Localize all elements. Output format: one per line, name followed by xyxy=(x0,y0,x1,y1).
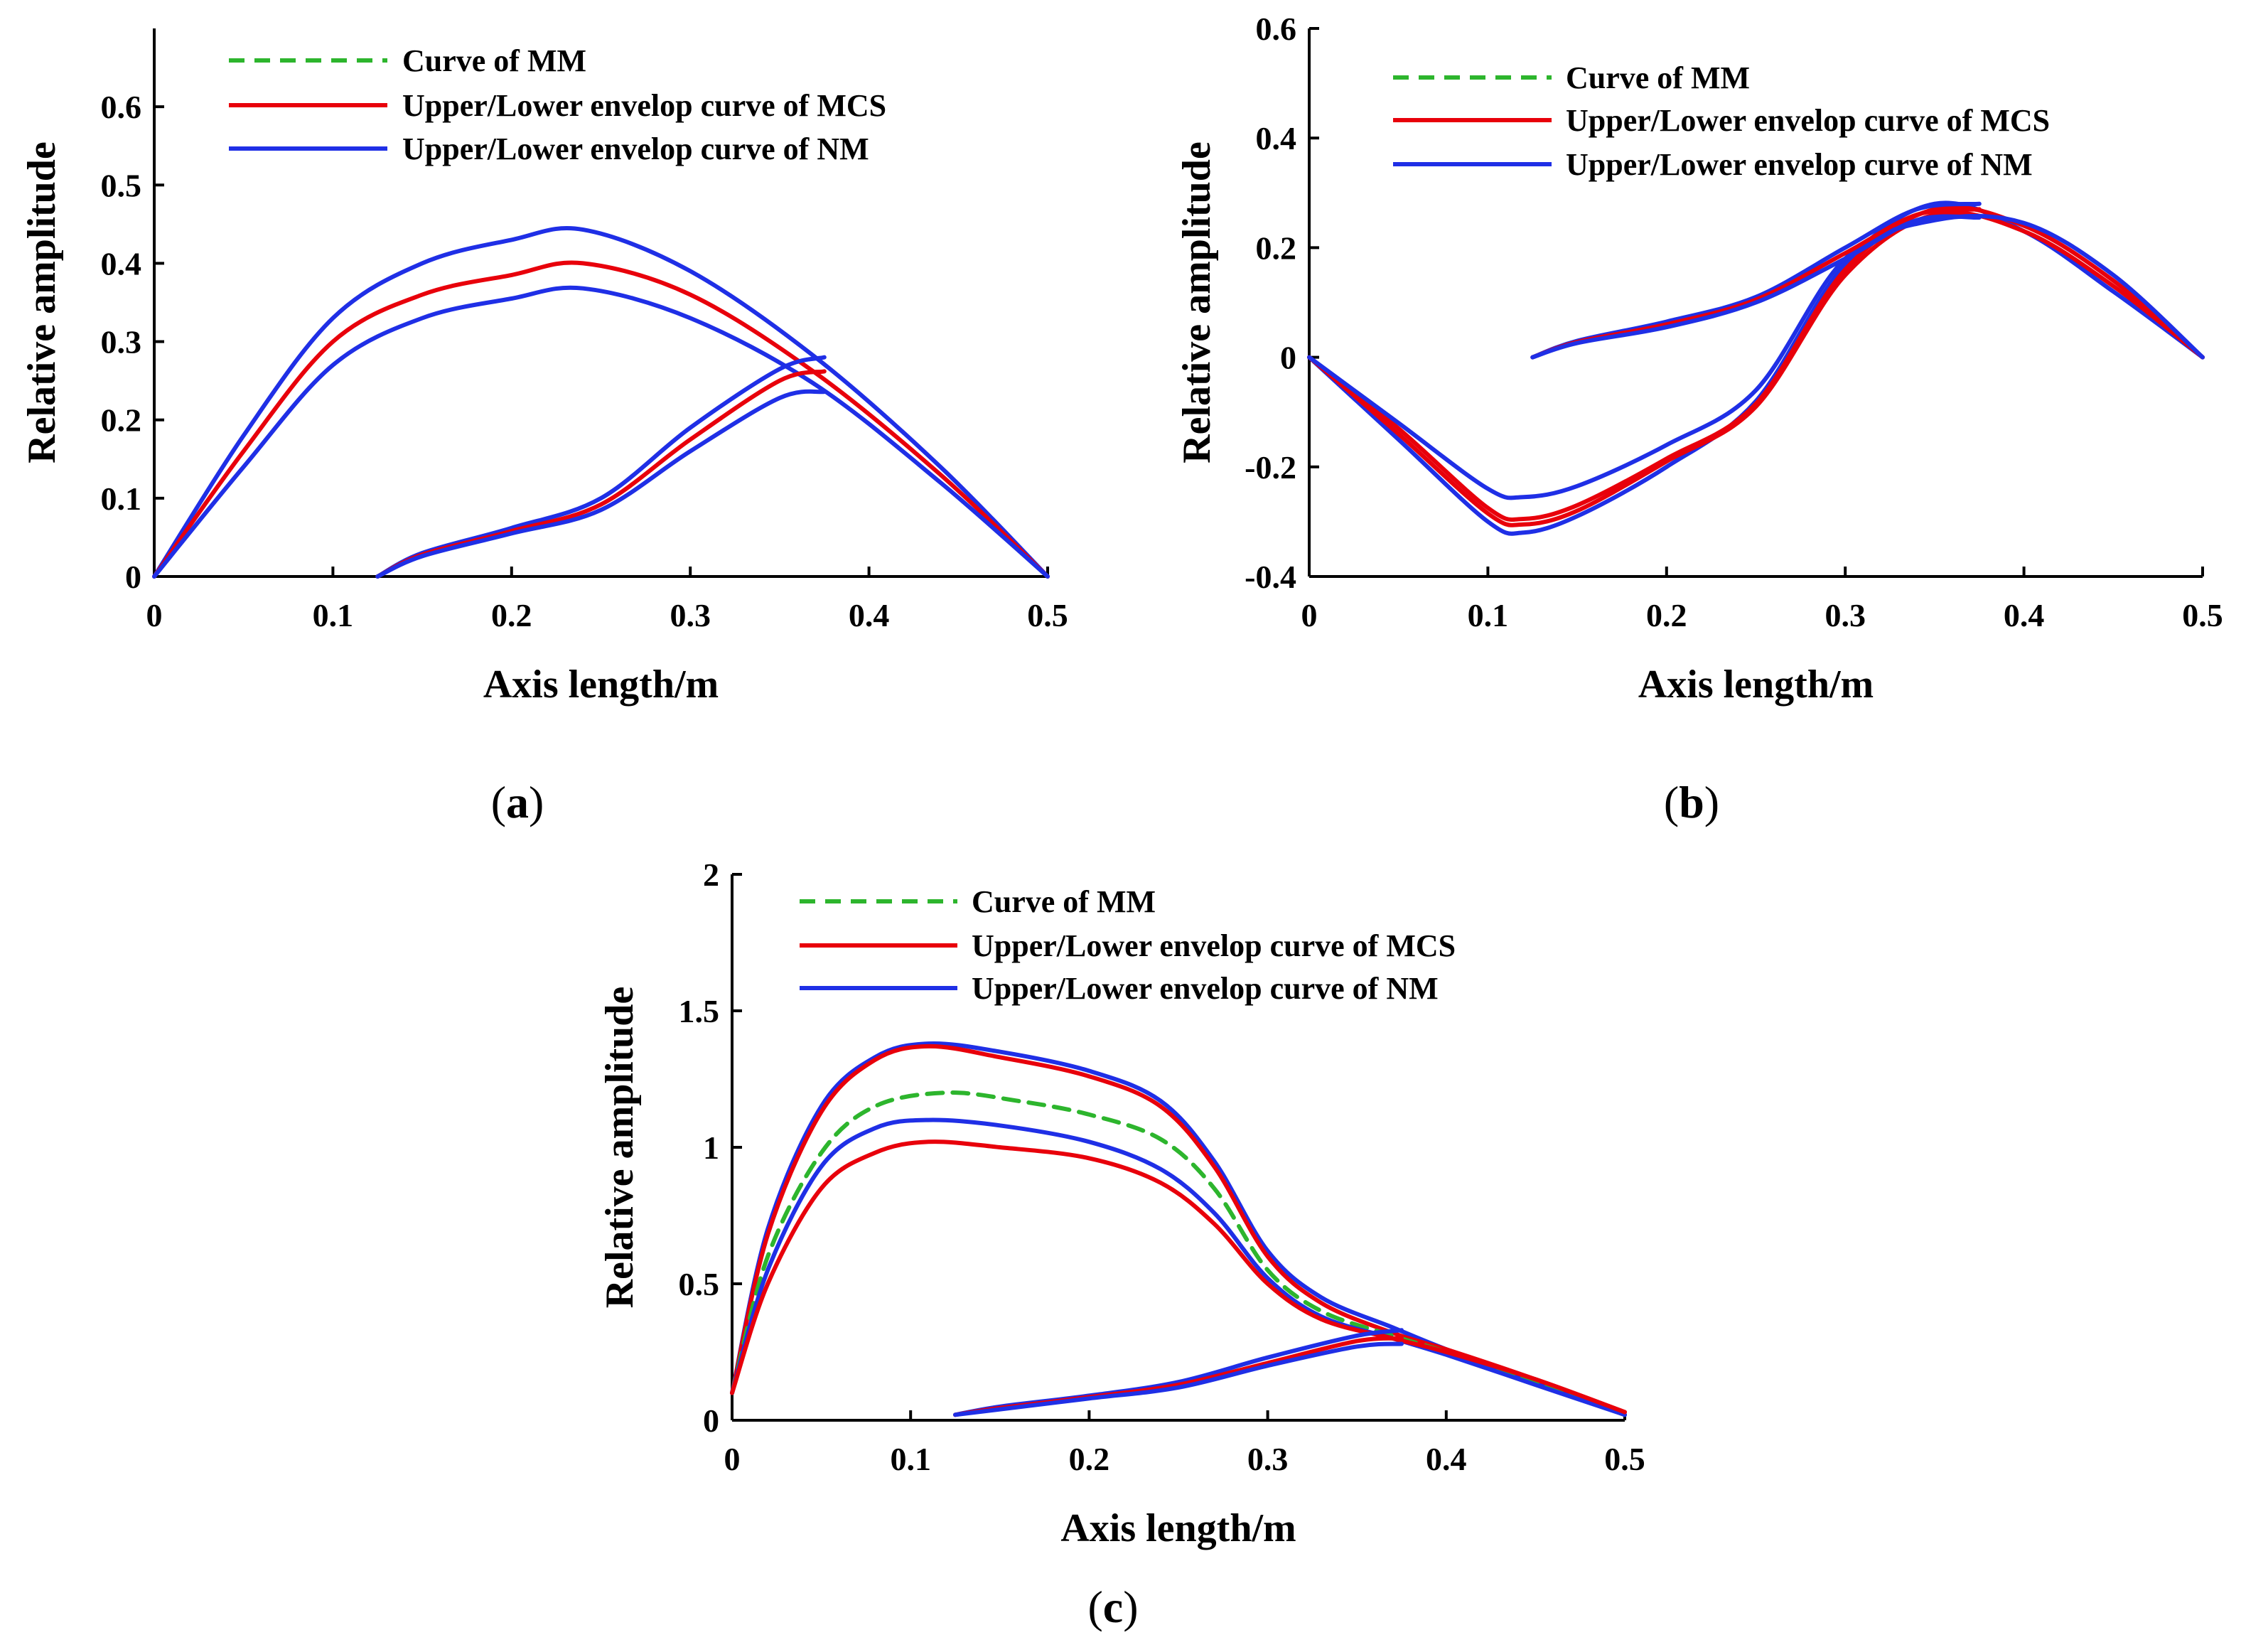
y-tick-label: 0 xyxy=(125,559,141,595)
x-axis-label: Axis length/m xyxy=(483,663,719,707)
y-tick-label: 0.5 xyxy=(679,1266,720,1302)
x-tick-label: 0.2 xyxy=(491,597,532,633)
legend-label: Upper/Lower envelop curve of MCS xyxy=(1566,103,2050,138)
legend-label: Curve of MM xyxy=(972,884,1156,919)
panel-c: 0 0.1 0.2 0.3 0.4 0.5 0 0.5 1 1.5 2 Axis length/m Re… xyxy=(598,857,1645,1632)
series-line-nm-lower xyxy=(152,285,1050,579)
x-tick-label: 0 xyxy=(724,1441,741,1477)
x-tick-label: 0.1 xyxy=(313,597,354,633)
x-tick-label: 0.4 xyxy=(849,597,890,633)
series-line-nm-loop-upper xyxy=(953,1328,1404,1417)
series-line-nm-loop-b xyxy=(1530,214,1982,360)
legend-label: Upper/Lower envelop curve of NM xyxy=(402,132,869,166)
panel-b: 0 0.1 0.2 0.3 0.4 0.5 -0.4 -0.2 0 0.2 0.4 0.6 Axis l… xyxy=(1175,11,2223,827)
legend-label: Curve of MM xyxy=(402,43,586,78)
y-tick-label: 0.4 xyxy=(101,245,142,281)
panel-caption-letter: b xyxy=(1679,777,1704,827)
series-line-nm-main-b xyxy=(1307,213,2205,500)
y-tick-label: 0.2 xyxy=(101,402,142,439)
series-line-nm-main-a xyxy=(1307,200,2205,536)
y-axis-label: Relative amplitude xyxy=(598,987,642,1309)
panel-a: 0 0.1 0.2 0.3 0.4 0.5 0 0.1 0.2 0.3 0.4 0.5 0.6 Axis … xyxy=(20,28,1068,827)
y-tick-label: 0.5 xyxy=(101,167,142,203)
legend-label: Upper/Lower envelop curve of MCS xyxy=(402,88,886,123)
panel-caption: (c) xyxy=(1087,1582,1138,1632)
legend: Curve of MM Upper/Lower envelop curve of … xyxy=(229,43,886,166)
panel-caption: (b) xyxy=(1664,777,1719,827)
y-axis-label: Relative amplitude xyxy=(20,141,64,463)
x-tick-label: 0 xyxy=(1301,597,1318,633)
y-tick-label: 0 xyxy=(703,1402,719,1439)
y-tick-label: 2 xyxy=(703,857,719,893)
panel-caption-letter: a xyxy=(506,777,529,827)
x-tick-label: 0.5 xyxy=(2182,597,2223,633)
series-line-nm-lower xyxy=(730,1117,1627,1417)
series-line-mcs-upper xyxy=(152,260,1050,579)
x-tick-label: 0.4 xyxy=(2004,597,2045,633)
x-tick-label: 0.3 xyxy=(1247,1441,1289,1477)
y-tick-label: 0 xyxy=(1280,340,1296,376)
y-tick-label: 0.3 xyxy=(101,324,142,360)
y-tick-label: 1 xyxy=(703,1130,719,1166)
series-line-nm-loop-lower xyxy=(953,1341,1404,1417)
y-tick-label: 0.6 xyxy=(101,89,142,125)
x-axis-label: Axis length/m xyxy=(1060,1506,1296,1550)
y-tick-label: 0.1 xyxy=(101,481,142,517)
y-tick-label: 0.2 xyxy=(1256,230,1297,266)
series-line-nm-upper xyxy=(152,226,1050,579)
x-tick-label: 0.1 xyxy=(1468,597,1509,633)
legend-label: Upper/Lower envelop curve of NM xyxy=(972,971,1439,1006)
x-tick-label: 0.1 xyxy=(890,1441,931,1477)
panel-caption: (a) xyxy=(491,777,544,827)
x-tick-label: 0 xyxy=(146,597,163,633)
x-tick-label: 0.5 xyxy=(1604,1441,1645,1477)
y-axis-label: Relative amplitude xyxy=(1175,141,1219,463)
legend: Curve of MM Upper/Lower envelop curve of … xyxy=(800,884,1456,1006)
x-tick-label: 0.5 xyxy=(1027,597,1068,633)
x-tick-label: 0.2 xyxy=(1646,597,1687,633)
panel-caption-letter: c xyxy=(1103,1582,1123,1632)
y-tick-label: 0.4 xyxy=(1256,120,1297,156)
series-line-nm-upper xyxy=(730,1041,1627,1417)
legend-label: Upper/Lower envelop curve of NM xyxy=(1566,147,2033,182)
series-line-nm-loop-lower xyxy=(375,389,827,579)
y-tick-label: -0.4 xyxy=(1245,559,1296,595)
series-line-nm-loop-upper xyxy=(375,355,827,579)
series-line-mcs-main-b xyxy=(1307,205,2205,522)
x-axis-label: Axis length/m xyxy=(1638,663,1874,707)
y-tick-label: 1.5 xyxy=(679,993,720,1029)
x-tick-label: 0.3 xyxy=(1824,597,1866,633)
x-tick-label: 0.2 xyxy=(1069,1441,1110,1477)
legend: Curve of MM Upper/Lower envelop curve of … xyxy=(1393,60,2050,182)
legend-label: Curve of MM xyxy=(1566,60,1750,95)
y-tick-label: -0.2 xyxy=(1245,449,1296,486)
series-line-mcs-lower xyxy=(730,1139,1627,1415)
x-tick-label: 0.4 xyxy=(1426,1441,1467,1477)
y-tick-label: 0.6 xyxy=(1256,11,1297,47)
series-line-mcs-upper xyxy=(730,1044,1627,1415)
legend-label: Upper/Lower envelop curve of MCS xyxy=(972,928,1456,963)
x-tick-label: 0.3 xyxy=(670,597,711,633)
